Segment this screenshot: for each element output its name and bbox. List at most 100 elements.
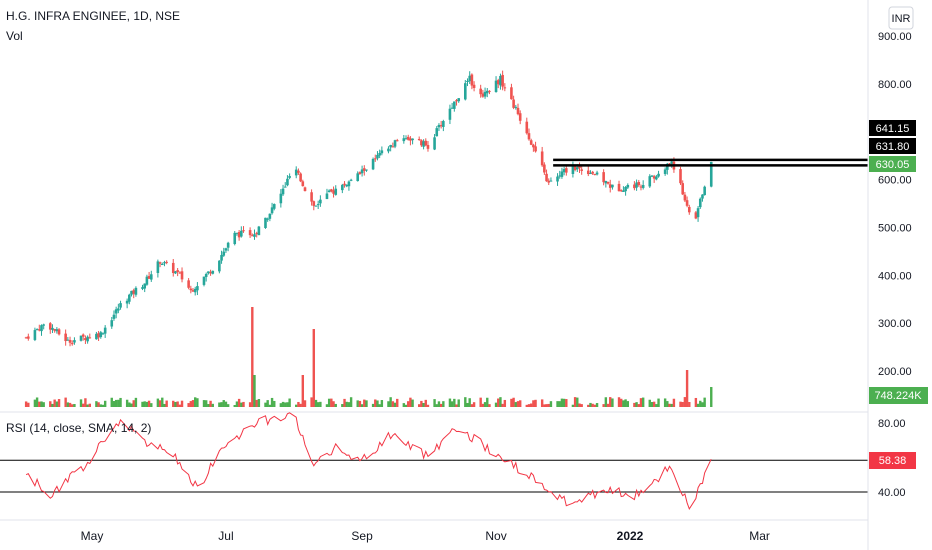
candle-body — [24, 337, 28, 339]
volume-bar — [156, 398, 160, 407]
price-tick-label: 200.00 — [878, 366, 912, 378]
candle-body — [81, 334, 85, 337]
volume-bar — [652, 401, 656, 407]
candle-body — [573, 166, 577, 170]
candle-body — [103, 327, 107, 334]
resistance-lines — [553, 158, 868, 167]
volume-bar — [112, 401, 116, 407]
candle-body — [130, 290, 133, 295]
volume-bar — [457, 399, 460, 407]
volume-bar — [165, 400, 168, 407]
tag-high: 641.15 — [876, 123, 910, 135]
candle-body — [35, 329, 39, 331]
candle-body — [134, 287, 138, 295]
volume-bar — [251, 307, 254, 407]
volume-bar — [358, 400, 362, 407]
candle-body — [470, 74, 474, 86]
candle-body — [334, 188, 338, 195]
candle-body — [433, 137, 436, 150]
candle-body — [406, 136, 410, 140]
candle-body — [73, 340, 76, 343]
currency-button[interactable]: INR — [888, 6, 914, 30]
candle-body — [641, 185, 645, 188]
candle-body — [279, 193, 283, 204]
candle-body — [191, 290, 195, 292]
volume-bar — [334, 403, 337, 407]
candle-body — [66, 339, 70, 341]
candlestick-series — [24, 70, 713, 347]
price-tick-label: 600.00 — [878, 175, 912, 187]
candle-body — [453, 101, 456, 109]
volume-bar — [57, 399, 61, 407]
volume-bar — [281, 401, 285, 407]
candle-body — [97, 333, 100, 338]
volume-bar — [393, 402, 397, 407]
volume-bar — [699, 400, 702, 407]
volume-bar — [543, 404, 546, 407]
candle-body — [314, 205, 318, 207]
volume-bar — [257, 399, 261, 407]
volume-bar — [374, 399, 377, 407]
candle-body — [48, 323, 52, 330]
candle-body — [319, 199, 322, 204]
candle-body — [448, 108, 452, 120]
volume-bar — [270, 397, 274, 407]
candle-body — [562, 169, 566, 173]
candle-body — [358, 172, 362, 174]
candle-body — [270, 207, 274, 214]
volume-bar — [604, 397, 608, 407]
volume-bar — [103, 400, 107, 407]
volume-bar — [479, 397, 482, 407]
volume-bar — [55, 401, 59, 407]
volume-bar — [264, 402, 267, 407]
candle-body — [251, 235, 254, 237]
candle-body — [657, 173, 660, 177]
volume-bar — [163, 403, 166, 407]
volume-bar — [345, 401, 348, 407]
volume-bar — [341, 404, 344, 407]
volume-bar — [696, 403, 700, 407]
candle-body — [360, 169, 364, 174]
candle-body — [604, 180, 608, 184]
volume-bar — [132, 400, 135, 407]
volume-bar — [510, 398, 513, 407]
volume-bar — [64, 397, 67, 407]
candle-body — [589, 173, 592, 175]
candle-body — [420, 140, 423, 146]
candle-body — [602, 172, 605, 183]
volume-bar — [611, 398, 614, 407]
currency-button-frame[interactable] — [888, 6, 914, 30]
volume-bar — [40, 401, 43, 407]
candle-body — [286, 178, 289, 186]
volume-bar — [549, 401, 553, 407]
candle-body — [297, 170, 300, 173]
volume-bar — [486, 397, 489, 407]
candle-body — [272, 204, 276, 209]
candle-body — [529, 140, 533, 145]
candle-body — [694, 212, 698, 219]
volume-bar — [42, 402, 45, 407]
price-tick-label: 500.00 — [878, 222, 912, 234]
candle-body — [327, 190, 331, 193]
volume-bar — [494, 402, 498, 407]
candle-body — [595, 172, 599, 175]
volume-bar — [670, 403, 673, 407]
volume-bar — [158, 400, 162, 407]
currency-label[interactable]: INR — [892, 13, 911, 25]
volume-bar — [224, 401, 228, 407]
volume-bar — [396, 398, 399, 407]
candle-body — [240, 230, 243, 237]
volume-bar — [648, 399, 651, 407]
volume-bar — [633, 402, 636, 407]
price-tick-label: 300.00 — [878, 318, 912, 330]
volume-bar — [617, 397, 621, 407]
volume-bar — [609, 397, 612, 407]
candle-body — [218, 260, 221, 272]
volume-bar — [540, 399, 544, 407]
volume-bar — [174, 401, 177, 407]
candle-body — [53, 329, 56, 331]
rsi-tick-label: 40.00 — [878, 487, 906, 499]
candle-body — [160, 264, 164, 266]
volume-bar — [450, 401, 454, 407]
